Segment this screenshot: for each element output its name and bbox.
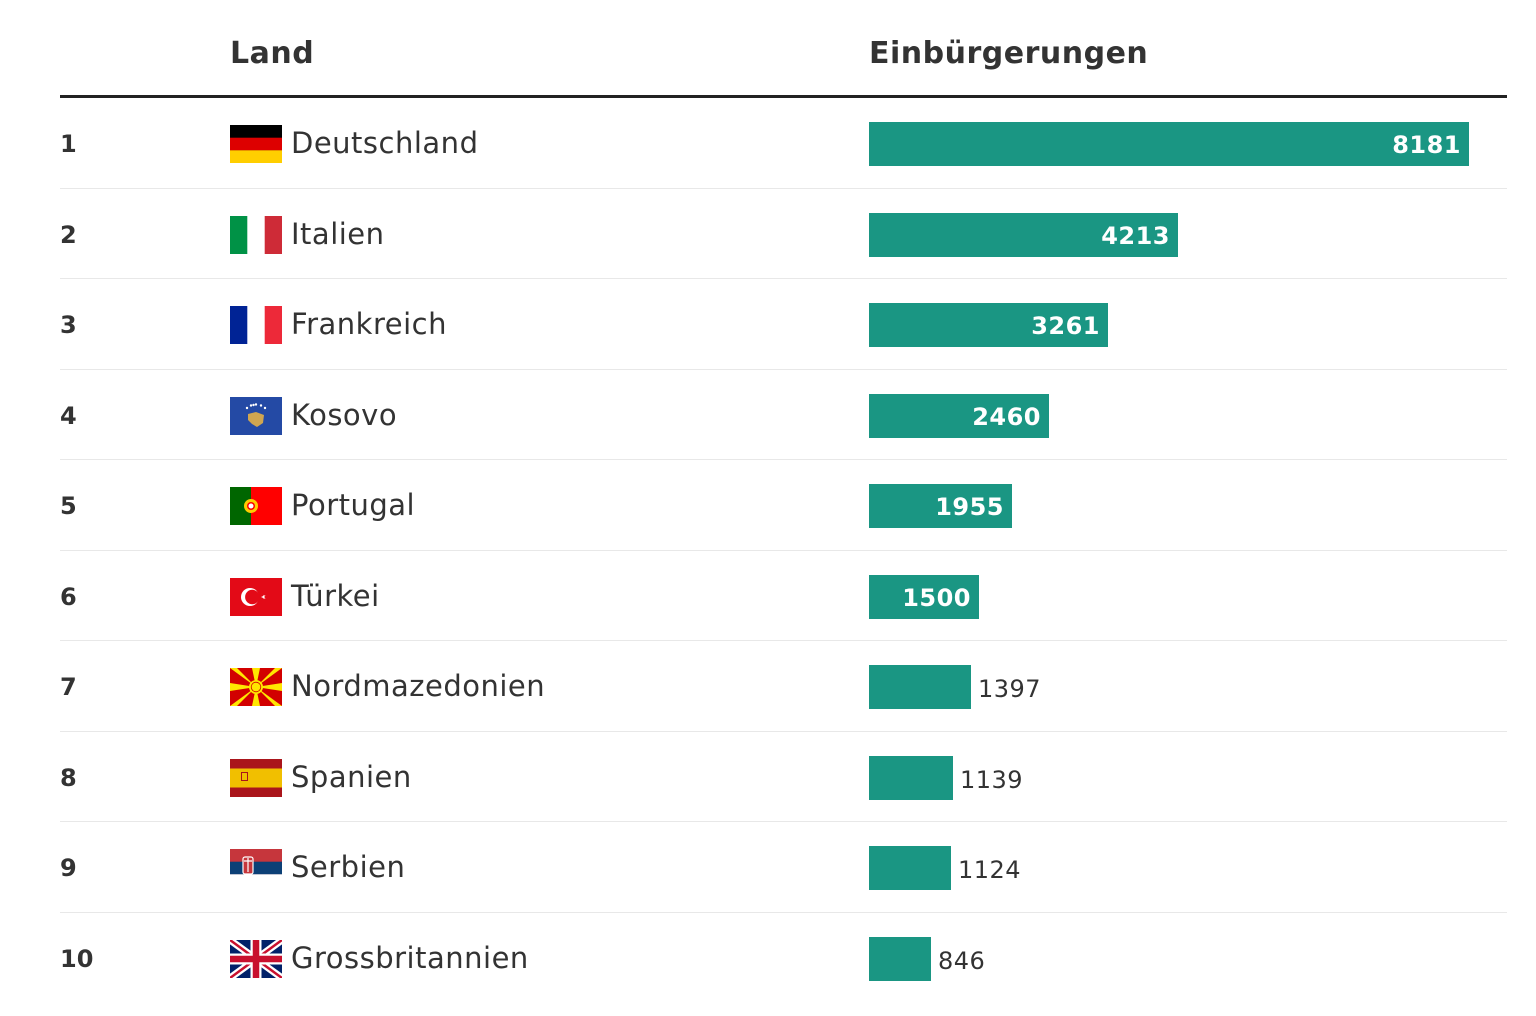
rank-label: 4 xyxy=(60,401,77,430)
value-label: 1139 xyxy=(960,765,1024,794)
table-row: 4 Kosovo 2460 xyxy=(60,370,1507,460)
rank-label: 5 xyxy=(60,492,77,520)
country-label: Serbien xyxy=(291,850,406,884)
rank-label: 2 xyxy=(60,220,77,249)
flag-france-icon xyxy=(230,306,282,344)
value-label: 1397 xyxy=(978,675,1042,703)
flag-turkey-icon xyxy=(230,577,282,616)
value-bar xyxy=(869,936,931,981)
country-label: Kosovo xyxy=(291,397,398,432)
country-label: Nordmazedonien xyxy=(291,669,546,703)
value-label: 4213 xyxy=(1101,221,1170,250)
table-row: 5 Portugal 1955 xyxy=(60,460,1507,551)
value-bar xyxy=(869,755,953,800)
table-row: 1 Deutschland 8181 xyxy=(60,98,1507,189)
value-bar xyxy=(869,393,1049,438)
country-label: Spanien xyxy=(291,759,412,794)
table-row: 7 Nordmazedonien 1397 xyxy=(60,641,1507,732)
value-label: 8181 xyxy=(1392,131,1461,159)
flag-portugal-icon xyxy=(230,487,282,525)
country-label: Grossbritannien xyxy=(291,940,529,975)
value-label: 1124 xyxy=(958,856,1022,884)
country-label: Portugal xyxy=(291,488,416,522)
value-bar xyxy=(869,665,971,709)
value-bar xyxy=(869,212,1178,257)
value-label: 846 xyxy=(938,946,986,975)
value-bar xyxy=(869,303,1108,347)
table-row: 10 Grossbritannien 846 xyxy=(60,913,1507,1004)
rank-label: 9 xyxy=(60,854,77,882)
rank-label: 10 xyxy=(60,944,94,973)
flag-north-macedonia-icon xyxy=(230,668,282,706)
value-label: 2460 xyxy=(972,402,1041,431)
value-bar xyxy=(869,846,951,890)
rank-label: 1 xyxy=(60,130,77,158)
country-label: Deutschland xyxy=(291,126,479,160)
value-bar xyxy=(869,484,1012,528)
value-bar xyxy=(869,122,1469,166)
rank-label: 8 xyxy=(60,763,77,792)
country-label: Türkei xyxy=(291,578,380,613)
country-label: Italien xyxy=(291,216,385,251)
rank-label: 7 xyxy=(60,673,77,701)
flag-germany-icon xyxy=(230,125,282,163)
table-row: 2 Italien 4213 xyxy=(60,189,1507,279)
flag-italy-icon xyxy=(230,215,282,254)
chart-rows: 1 Deutschland 8181 2 Italien 4213 3 Frankreich 3… xyxy=(60,98,1507,1003)
table-row: 8 Spanien 1139 xyxy=(60,732,1507,822)
table-header: Land Einbürgerungen xyxy=(60,0,1507,98)
rank-label: 6 xyxy=(60,582,77,611)
table-row: 6 Türkei 1500 xyxy=(60,551,1507,641)
flag-serbia-icon xyxy=(230,849,282,887)
column-header-land: Land xyxy=(230,36,315,71)
country-label: Frankreich xyxy=(291,307,447,341)
column-header-einbuergerungen: Einbürgerungen xyxy=(869,36,1149,71)
value-label: 1500 xyxy=(902,583,971,612)
flag-spain-icon xyxy=(230,758,282,797)
rank-label: 3 xyxy=(60,311,77,339)
value-bar xyxy=(869,574,979,619)
flag-kosovo-icon xyxy=(230,396,282,435)
value-label: 3261 xyxy=(1031,312,1100,340)
table-row: 9 Serbien 1124 xyxy=(60,822,1507,913)
flag-united-kingdom-icon xyxy=(230,939,282,978)
table-row: 3 Frankreich 3261 xyxy=(60,279,1507,370)
value-label: 1955 xyxy=(935,493,1004,521)
